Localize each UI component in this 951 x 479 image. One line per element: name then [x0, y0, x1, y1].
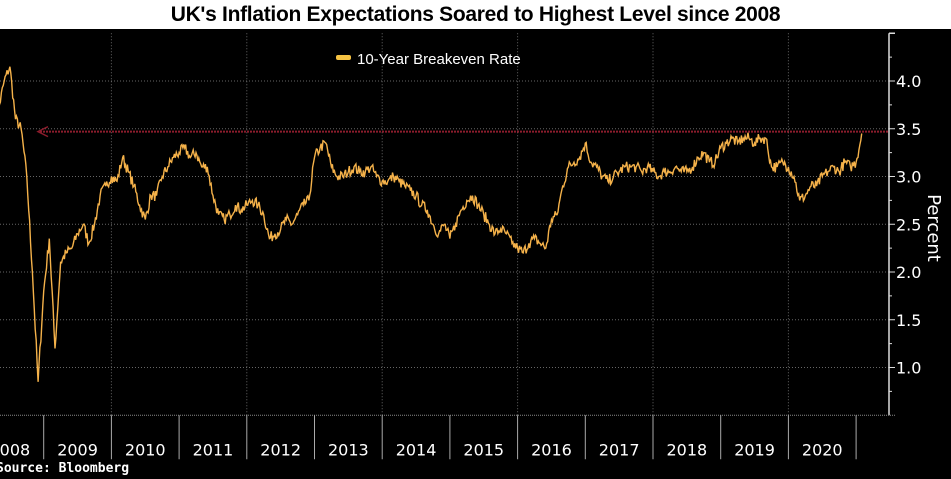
- x-tick-label: 2014: [396, 440, 437, 459]
- legend-label: 10-Year Breakeven Rate: [357, 51, 521, 68]
- y-tick-label: 4.0: [896, 72, 921, 91]
- y-tick-label: 3.0: [896, 168, 921, 187]
- y-axis-label: Percent: [923, 194, 944, 262]
- y-tick-label: 1.0: [896, 359, 921, 378]
- series-line-10y-breakeven: [0, 66, 863, 382]
- x-tick-label: 2009: [57, 440, 98, 459]
- x-tick-label: 2017: [599, 440, 640, 459]
- arrow-head: [36, 125, 49, 138]
- x-tick-label: 2016: [531, 440, 572, 459]
- x-tick-label: 2015: [463, 440, 504, 459]
- x-tick-label: 2012: [260, 440, 301, 459]
- legend: 10-Year Breakeven Rate: [336, 51, 521, 68]
- x-tick-label: 2020: [802, 440, 843, 459]
- axes: 1.0 1.5 2.0 2.5 3.0 3.5 4.0 2008 2009 2010 2011 201…: [0, 32, 921, 460]
- x-tick-label: 2019: [734, 440, 775, 459]
- reference-arrow-icon: [36, 125, 49, 138]
- y-tick-label: 1.5: [896, 311, 921, 330]
- x-tick-label: 2018: [666, 440, 707, 459]
- x-tick-label: 2008: [0, 440, 30, 459]
- x-tick-label: 2011: [193, 440, 234, 459]
- chart-title: UK's Inflation Expectations Soared to Hi…: [170, 3, 781, 26]
- y-tick-label: 3.5: [896, 120, 921, 139]
- x-tick-label: 2013: [328, 440, 369, 459]
- y-tick-label: 2.0: [896, 263, 921, 282]
- legend-swatch-icon: [336, 55, 351, 60]
- source-note: Source: Bloomberg: [0, 461, 130, 476]
- chart-title-bar: UK's Inflation Expectations Soared to Hi…: [0, 0, 951, 29]
- x-tick-label: 2010: [125, 440, 166, 459]
- y-tick-label: 2.5: [896, 215, 921, 234]
